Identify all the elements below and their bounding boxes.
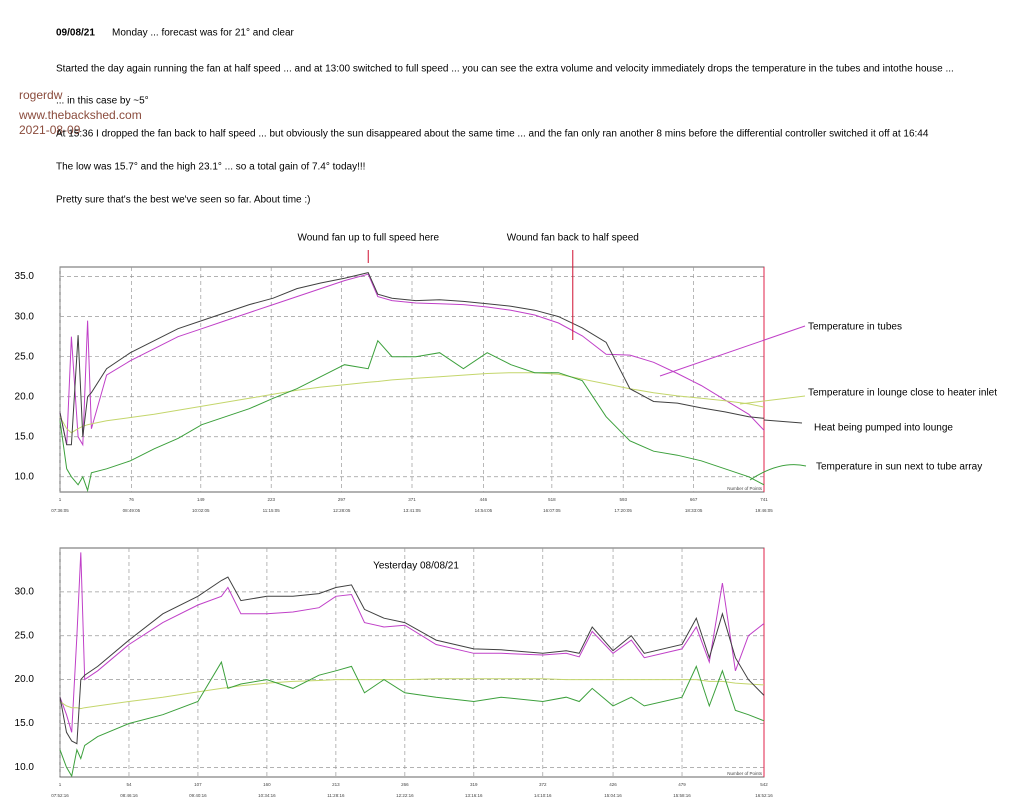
x-tick-label: 1	[59, 782, 62, 787]
post-heading-date: 09/08/21	[56, 28, 95, 39]
post-date: 2021-08-09	[19, 123, 81, 137]
legend-leader	[763, 419, 803, 424]
x-tick-time: 14:10:16	[534, 793, 552, 798]
series-line	[59, 552, 765, 733]
x-tick-time: 09:40:16	[189, 793, 207, 798]
x-tick-label: 266	[401, 782, 409, 787]
x-tick-label: 426	[609, 782, 617, 787]
x-tick-label: 518	[548, 497, 556, 502]
x-tick-time: 16:07:05	[543, 508, 561, 513]
x-tick-time: 07:36:05	[51, 508, 69, 513]
x-tick-time: 16:52:16	[755, 793, 773, 798]
x-tick-label: 54	[126, 782, 132, 787]
x-axis-label: Number of Points	[727, 486, 763, 491]
x-tick-label: 223	[267, 497, 275, 502]
x-tick-time: 14:54:05	[475, 508, 493, 513]
site[interactable]: www.thebackshed.com	[18, 108, 142, 122]
chart-title: Yesterday 08/08/21	[373, 561, 459, 572]
annotation: Wound fan up to full speed here	[297, 233, 439, 244]
series-line	[59, 272, 765, 446]
y-tick-label: 10.0	[15, 762, 35, 773]
y-tick-label: 30.0	[15, 311, 35, 322]
x-tick-time: 12:22:16	[396, 793, 414, 798]
x-tick-label: 149	[197, 497, 205, 502]
y-tick-label: 15.0	[15, 718, 35, 729]
x-tick-label: 542	[760, 782, 768, 787]
x-tick-label: 160	[263, 782, 271, 787]
x-tick-label: 446	[480, 497, 488, 502]
x-tick-label: 76	[129, 497, 135, 502]
x-tick-label: 1	[59, 497, 62, 502]
legend-leader	[749, 464, 807, 481]
x-tick-label: 372	[539, 782, 547, 787]
post-line: ... in this case by ~5°	[56, 96, 149, 107]
y-tick-label: 35.0	[15, 271, 35, 282]
x-axis-label: Number of Points	[727, 771, 763, 776]
y-tick-label: 15.0	[15, 431, 35, 442]
x-tick-time: 11:28:16	[327, 793, 345, 798]
post-line: The low was 15.7° and the high 23.1° ...…	[56, 162, 365, 173]
annotation: Wound fan back to half speed	[507, 233, 639, 244]
x-tick-time: 12:28:05	[333, 508, 351, 513]
x-tick-time: 07:52:16	[51, 793, 69, 798]
x-tick-label: 371	[408, 497, 416, 502]
x-tick-label: 213	[332, 782, 340, 787]
legend-label: Temperature in sun next to tube array	[816, 462, 982, 473]
series-line	[59, 678, 765, 710]
series-line	[59, 339, 765, 493]
x-tick-time: 17:20:05	[614, 508, 632, 513]
x-tick-label: 741	[760, 497, 768, 502]
legend-label: Temperature in tubes	[808, 322, 902, 333]
username[interactable]: rogerdw	[19, 88, 63, 102]
y-tick-label: 25.0	[15, 351, 35, 362]
legend-leader	[739, 395, 806, 405]
x-tick-label: 107	[194, 782, 202, 787]
x-tick-label: 297	[338, 497, 346, 502]
y-tick-label: 10.0	[15, 471, 35, 482]
x-tick-time: 10:34:16	[258, 793, 276, 798]
series-line	[59, 273, 765, 447]
y-tick-label: 20.0	[15, 391, 35, 402]
x-tick-time: 10:02:05	[192, 508, 210, 513]
x-tick-time: 15:04:16	[604, 793, 622, 798]
y-tick-label: 30.0	[15, 587, 35, 598]
post-line: Monday ... forecast was for 21° and clea…	[112, 28, 295, 39]
x-tick-time: 08:46:16	[120, 793, 138, 798]
x-tick-time: 19:46:05	[755, 508, 773, 513]
series-line	[59, 660, 765, 778]
x-tick-time: 13:41:05	[403, 508, 421, 513]
x-tick-label: 593	[619, 497, 627, 502]
post-line: Pretty sure that's the best we've seen s…	[56, 195, 311, 206]
y-tick-label: 25.0	[15, 630, 35, 641]
x-tick-time: 13:16:16	[465, 793, 483, 798]
x-tick-time: 15:58:16	[673, 793, 691, 798]
plot-area	[59, 547, 765, 778]
legend-label: Heat being pumped into lounge	[814, 423, 953, 434]
x-tick-label: 319	[470, 782, 478, 787]
x-tick-label: 667	[690, 497, 698, 502]
x-tick-label: 479	[678, 782, 686, 787]
x-tick-time: 18:33:05	[685, 508, 703, 513]
x-tick-time: 11:15:05	[263, 508, 281, 513]
legend-label: Temperature in lounge close to heater in…	[808, 388, 997, 399]
post-line: At 15:36 I dropped the fan back to half …	[56, 129, 929, 140]
legend-leader	[659, 325, 806, 377]
y-tick-label: 20.0	[15, 674, 35, 685]
x-tick-time: 08:49:05	[123, 508, 141, 513]
series-line	[59, 576, 765, 745]
post-line: Started the day again running the fan at…	[56, 64, 954, 75]
